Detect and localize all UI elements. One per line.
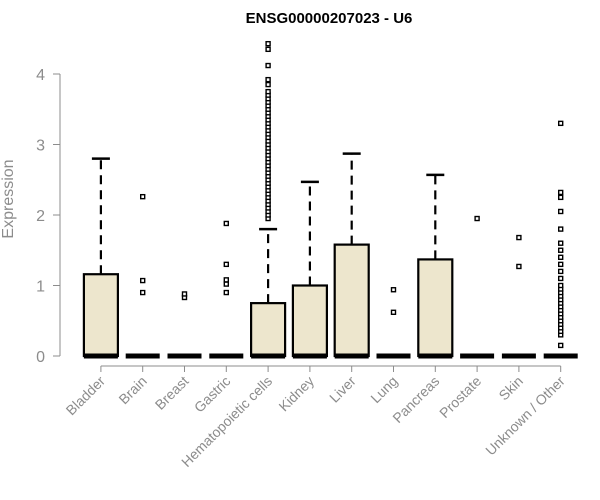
outlier-point-gastric (223, 261, 230, 268)
median-hematopoietic-cells (251, 353, 286, 359)
outlier-point-unknown-other (558, 208, 564, 215)
box-skin (501, 234, 536, 359)
box-prostate (460, 215, 495, 359)
outlier-point-hematopoietic-cells (265, 88, 271, 95)
chart-title: ENSG00000207023 - U6 (246, 10, 413, 27)
median-pancreas (418, 353, 453, 359)
x-tick-label-breast: Breast (152, 373, 192, 413)
box-lung (376, 287, 411, 359)
outlier-point-brain (139, 193, 146, 200)
outlier-point-brain (139, 277, 146, 284)
outlier-point-unknown-other (558, 194, 564, 201)
box-unknown-other (543, 120, 578, 359)
box-breast (167, 291, 202, 359)
y-tick-label: 2 (36, 208, 45, 225)
box-hematopoietic-cells (250, 40, 287, 359)
x-tick-label-liver: Liver (326, 373, 359, 406)
outlier-point-unknown-other (558, 342, 564, 349)
outlier-point-unknown-other (558, 120, 564, 127)
y-tick-label: 1 (36, 279, 45, 296)
outlier-point-unknown-other (558, 226, 564, 232)
median-liver (334, 353, 369, 359)
outlier-point-unknown-other (558, 254, 564, 261)
y-tick-label: 0 (36, 349, 45, 366)
box-liver (333, 152, 370, 359)
box-rect-hematopoietic-cells (250, 302, 287, 358)
x-tick-label-unknown-other: Unknown / Other (482, 373, 568, 459)
median-lung (376, 353, 411, 359)
box-brain (125, 193, 160, 359)
median-kidney (292, 353, 327, 359)
median-gastric (209, 353, 244, 359)
box-bladder (82, 157, 120, 359)
y-axis-label: Expression (0, 159, 17, 238)
x-tick-label-brain: Brain (115, 373, 149, 407)
y-tick-label: 3 (36, 138, 45, 155)
box-rect-pancreas (417, 258, 454, 358)
outlier-point-unknown-other (558, 247, 564, 253)
outlier-point-unknown-other (558, 189, 564, 196)
outlier-point-gastric (223, 281, 230, 287)
outlier-point-unknown-other (558, 261, 564, 268)
median-prostate (460, 353, 495, 359)
outlier-point-skin (516, 234, 522, 241)
outlier-point-gastric (223, 277, 230, 283)
box-pancreas (417, 173, 454, 359)
outlier-point-lung (390, 309, 397, 315)
box-rect-liver (333, 243, 370, 358)
outlier-point-hematopoietic-cells (265, 81, 271, 88)
outlier-point-hematopoietic-cells (265, 76, 271, 83)
outlier-point-gastric (223, 220, 230, 227)
y-axis: 0 1 2 3 4 (36, 67, 61, 366)
outlier-point-prostate (474, 215, 480, 222)
outlier-point-hematopoietic-cells (265, 46, 271, 53)
box-rect-bladder (82, 273, 120, 358)
outlier-point-hematopoietic-cells (265, 40, 271, 47)
box-kidney (291, 180, 328, 359)
x-tick-label-prostate: Prostate (436, 373, 484, 421)
outlier-point-hematopoietic-cells (265, 62, 271, 69)
box-gastric (209, 220, 244, 359)
x-tick-label-skin: Skin (495, 373, 526, 404)
x-tick-label-lung: Lung (367, 373, 400, 406)
median-skin (501, 353, 536, 359)
median-brain (125, 353, 160, 359)
outlier-point-gastric (223, 289, 230, 296)
box-series (82, 40, 578, 359)
outlier-point-unknown-other (558, 282, 564, 289)
median-bladder (83, 353, 118, 359)
outlier-point-lung (390, 287, 397, 293)
outlier-point-unknown-other (558, 268, 564, 275)
y-tick-label: 4 (36, 67, 45, 84)
box-rect-kidney (291, 284, 328, 358)
x-tick-label-bladder: Bladder (63, 373, 109, 419)
outlier-point-unknown-other (558, 240, 564, 246)
x-tick-label-kidney: Kidney (275, 373, 317, 415)
median-breast (167, 353, 202, 359)
outlier-point-unknown-other (558, 275, 564, 282)
outlier-point-brain (139, 289, 146, 296)
median-unknown-other (543, 353, 578, 359)
outlier-point-breast (181, 291, 188, 297)
outlier-point-skin (516, 263, 522, 270)
